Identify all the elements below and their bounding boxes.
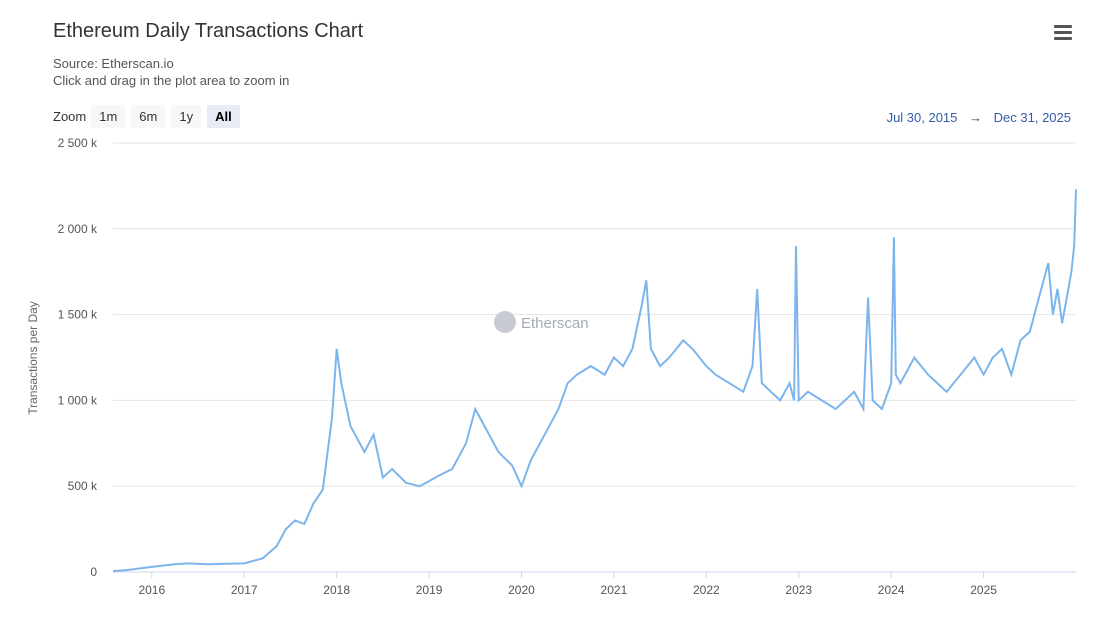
x-tick-label: 2023: [785, 583, 812, 597]
x-tick-label: 2021: [601, 583, 628, 597]
x-tick-label: 2025: [970, 583, 997, 597]
x-axis: 2016 2017 2018 2019 2020 2021 2022 2023 2024 2025: [138, 572, 997, 597]
grid-lines: [113, 142, 1076, 573]
zoom-label: Zoom: [53, 109, 87, 124]
zoom-hint-text: Click and drag in the plot area to zoom …: [53, 73, 290, 88]
zoom-6m-button[interactable]: 6m: [131, 105, 166, 128]
y-tick-label: 2 000 k: [58, 222, 98, 236]
zoom-1m-button[interactable]: 1m: [91, 105, 126, 128]
y-axis-title: Transactions per Day: [26, 301, 40, 415]
y-tick-label: 1 000 k: [58, 393, 98, 407]
chart-title: Ethereum Daily Transactions Chart: [53, 20, 364, 42]
zoom-all-button[interactable]: All: [207, 105, 240, 128]
x-tick-label: 2018: [323, 583, 350, 597]
series-line: [112, 189, 1077, 573]
watermark: Etherscan: [494, 311, 589, 333]
range-to[interactable]: Dec 31, 2025: [993, 110, 1071, 125]
x-tick-label: 2020: [508, 583, 535, 597]
x-tick-label: 2019: [416, 583, 443, 597]
x-tick-label: 2016: [138, 583, 165, 597]
etherscan-logo-icon: [494, 311, 516, 333]
hamburger-menu-icon[interactable]: [1050, 22, 1076, 46]
x-tick-label: 2017: [231, 583, 258, 597]
y-tick-label: 2 500 k: [58, 136, 98, 150]
zoom-controls: Zoom 1m 6m 1y All: [53, 105, 246, 128]
y-tick-label: 500 k: [68, 479, 98, 493]
x-tick-label: 2024: [878, 583, 905, 597]
watermark-text: Etherscan: [521, 315, 589, 332]
range-arrow: →: [969, 110, 983, 125]
range-from[interactable]: Jul 30, 2015: [886, 110, 958, 125]
x-tick-label: 2022: [693, 583, 720, 597]
y-tick-label: 0: [90, 565, 97, 579]
y-tick-label: 1 500 k: [58, 308, 98, 322]
chart-subtitle: Source: Etherscan.io Click and drag in t…: [53, 55, 289, 89]
source-text: Source: Etherscan.io: [53, 56, 174, 71]
y-axis-ticks: 0 500 k 1 000 k 1 500 k 2 000 k 2 500 k: [58, 136, 98, 579]
date-range: Jul 30, 2015 → Dec 31, 2025: [887, 110, 1071, 125]
zoom-1y-button[interactable]: 1y: [171, 105, 202, 128]
